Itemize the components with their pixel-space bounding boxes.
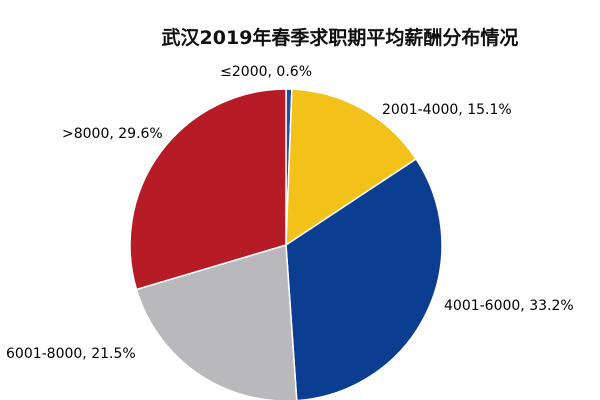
slice-label-4: 6001-8000, 21.5% — [6, 346, 136, 362]
slice-label-2: 2001-4000, 15.1% — [382, 102, 512, 118]
pie-slice-3 — [285, 157, 443, 400]
slice-label-1: ≤2000, 0.6% — [220, 64, 312, 80]
pie-slice-5 — [129, 88, 287, 291]
slice-labels: ≤2000, 0.6% 2001-4000, 15.1% 4001-6000, 33… — [6, 64, 574, 362]
pie-slice-4 — [135, 244, 298, 400]
pie-slices — [129, 88, 443, 400]
chart-title: 武汉2019年春季求职期平均薪酬分布情况 — [162, 26, 519, 49]
slice-label-5: >8000, 29.6% — [62, 126, 163, 142]
slice-label-3: 4001-6000, 33.2% — [444, 298, 574, 314]
pie-slice-2 — [285, 88, 418, 247]
